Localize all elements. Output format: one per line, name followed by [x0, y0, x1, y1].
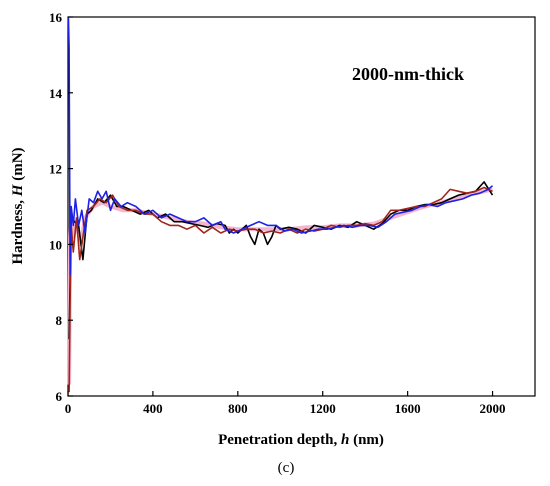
plot-frame: [67, 16, 536, 397]
x-axis-title-variable: h: [341, 432, 349, 448]
y-axis-title-unit: (mN): [10, 147, 26, 184]
y-axis-title: Hardness, H (mN): [10, 147, 26, 264]
x-tick-label: 800: [228, 401, 248, 416]
y-axis-ticks: 6 8 10 12 14 16: [49, 10, 73, 404]
y-tick-label: 16: [49, 10, 63, 25]
series-line-2: [68, 181, 494, 340]
x-axis-ticks: 0 400 800 1200 1600 2000: [65, 391, 506, 416]
panel-label: (c): [278, 460, 295, 476]
x-tick-label: 0: [65, 401, 72, 416]
y-tick-label: 6: [56, 389, 63, 404]
series-line-3: [68, 186, 493, 393]
x-tick-label: 1200: [310, 401, 336, 416]
x-tick-label: 1600: [395, 401, 421, 416]
x-tick-label: 400: [143, 401, 163, 416]
x-tick-label: 2000: [480, 401, 506, 416]
series-line-1: [67, 187, 493, 385]
y-tick-label: 14: [49, 86, 63, 101]
x-axis-title-prefix: Penetration depth,: [218, 432, 341, 448]
x-axis-title-unit: (nm): [349, 432, 384, 448]
y-tick-label: 8: [56, 313, 63, 328]
y-axis-title-prefix: Hardness,: [10, 196, 26, 264]
y-axis-title-variable: H: [10, 183, 26, 197]
series-layer: [67, 16, 494, 393]
y-tick-label: 10: [49, 237, 62, 252]
x-axis-title: Penetration depth, h (nm): [218, 432, 384, 448]
sample-thickness-annotation: 2000-nm-thick: [352, 64, 464, 84]
series-line-4: [67, 16, 494, 276]
y-tick-label: 12: [49, 162, 62, 177]
